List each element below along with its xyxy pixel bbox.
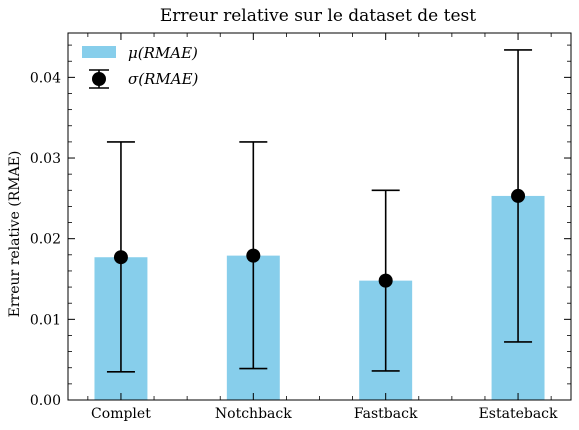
y-tick-label: 0.02 — [30, 232, 61, 248]
y-tick-label: 0.01 — [30, 312, 61, 328]
legend-label-mean: μ(RMAE) — [128, 44, 198, 62]
plot-area: 0.00 0.01 0.02 0.03 0.04 Complet Notchback Fast… — [30, 33, 571, 422]
chart-title: Erreur relative sur le dataset de test — [160, 6, 476, 26]
legend-swatch-mean — [82, 46, 116, 58]
y-tick-label: 0.03 — [30, 151, 61, 167]
mean-point-estateback — [511, 188, 526, 203]
y-tick-label: 0.04 — [30, 70, 61, 86]
y-axis-label: Erreur relative (RMAE) — [7, 151, 23, 318]
legend: μ(RMAE) σ(RMAE) — [82, 44, 199, 89]
x-tick-label: Complet — [91, 406, 151, 422]
x-tick-label: Notchback — [215, 406, 292, 422]
mean-point-complet — [113, 250, 128, 265]
x-tick-label: Estateback — [479, 406, 558, 422]
mean-point-notchback — [246, 248, 261, 263]
x-tick-label: Fastback — [354, 406, 418, 422]
mean-point-fastback — [378, 273, 393, 288]
y-tick-label: 0.00 — [30, 393, 61, 409]
plot-frame — [67, 32, 572, 401]
legend-label-std: σ(RMAE) — [128, 70, 199, 88]
legend-marker-std — [89, 69, 109, 89]
